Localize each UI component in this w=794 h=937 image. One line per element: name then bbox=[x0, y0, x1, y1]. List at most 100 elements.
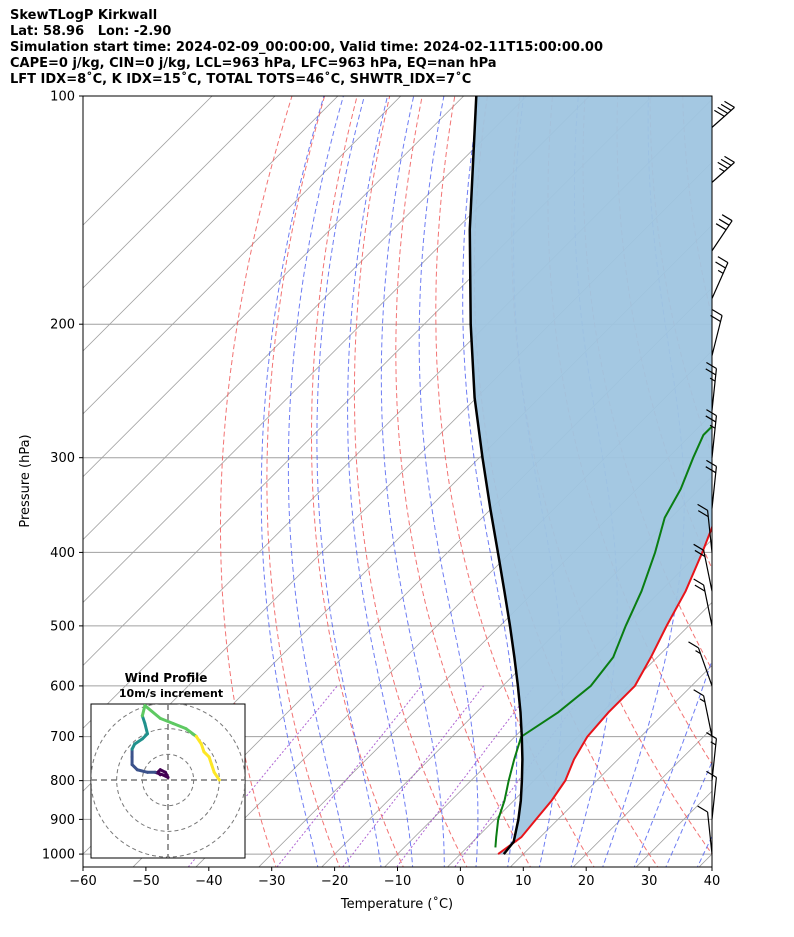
dry-adiabat bbox=[266, 96, 341, 867]
moist-adiabat bbox=[602, 96, 685, 867]
wind-barb bbox=[697, 805, 713, 855]
wind-barb bbox=[688, 641, 713, 687]
barb-staff bbox=[703, 695, 713, 737]
wind-barb bbox=[711, 214, 733, 252]
barb-flag bbox=[706, 770, 717, 778]
barb-flag bbox=[705, 368, 717, 376]
barb-flag bbox=[705, 415, 717, 423]
x-tick-label: 10 bbox=[515, 874, 532, 889]
hodograph-segment bbox=[135, 768, 149, 774]
hodograph-segment bbox=[140, 704, 147, 718]
barb-flag bbox=[688, 641, 699, 649]
moist-adiabat bbox=[633, 658, 712, 867]
profiles bbox=[468, 96, 712, 855]
y-tick-label: 100 bbox=[50, 90, 75, 105]
dry-adiabat bbox=[395, 96, 532, 867]
dry-adiabat bbox=[779, 79, 794, 870]
location-coordinates: Lat: 58.96 Lon: -2.90 bbox=[10, 24, 172, 39]
wind-barb bbox=[697, 503, 713, 553]
isotherm-line bbox=[83, 96, 528, 541]
y-tick-label: 1000 bbox=[42, 848, 75, 863]
barb-staff bbox=[711, 415, 718, 458]
hodograph-subtitle: 10m/s increment bbox=[119, 687, 223, 700]
barb-staff bbox=[711, 777, 718, 820]
wind-barbs bbox=[688, 100, 735, 855]
barb-flag bbox=[715, 261, 726, 269]
simulation-times: Simulation start time: 2024-02-09_00:00:… bbox=[10, 40, 603, 55]
wind-barb bbox=[693, 689, 713, 737]
wind-barb bbox=[706, 770, 718, 820]
moist-adiabat bbox=[260, 96, 325, 867]
barb-half-flag bbox=[709, 424, 716, 429]
dry-adiabat bbox=[435, 96, 595, 867]
dry-adiabat bbox=[715, 79, 794, 870]
barb-flag bbox=[718, 218, 730, 226]
y-tick-label: 400 bbox=[50, 546, 75, 561]
barb-flag bbox=[697, 510, 709, 518]
parcel-line bbox=[468, 96, 524, 855]
moist-adiabat bbox=[380, 96, 445, 867]
barb-staff bbox=[711, 315, 723, 356]
y-tick-label: 200 bbox=[50, 318, 75, 333]
barb-flag bbox=[724, 155, 735, 163]
barb-flag bbox=[697, 503, 708, 511]
wind-barb bbox=[705, 362, 718, 411]
dewpoint-line bbox=[494, 424, 712, 848]
barb-flag bbox=[715, 223, 727, 231]
barb-flag bbox=[694, 584, 706, 592]
barb-flag bbox=[717, 161, 729, 169]
x-tick-label: −60 bbox=[69, 874, 96, 889]
mixing-ratio-line bbox=[276, 685, 422, 867]
barb-flag bbox=[720, 158, 732, 166]
stability-indices: LFT IDX=8˚C, K IDX=15˚C, TOTAL TOTS=46˚C… bbox=[10, 72, 472, 87]
y-tick-label: 500 bbox=[50, 619, 75, 634]
barb-flag bbox=[697, 805, 708, 813]
x-tick-label: −10 bbox=[384, 874, 411, 889]
y-tick-label: 900 bbox=[50, 813, 75, 828]
moist-adiabat bbox=[316, 96, 382, 867]
barb-flag bbox=[720, 103, 732, 111]
mixing-ratio-line bbox=[187, 685, 338, 867]
barb-flag bbox=[705, 466, 717, 474]
barb-flag bbox=[724, 100, 735, 108]
barb-flag bbox=[693, 578, 704, 586]
hodograph-segment bbox=[171, 722, 188, 731]
mixing-ratio-line bbox=[342, 685, 484, 867]
barb-half-flag bbox=[710, 741, 717, 746]
hodograph-title: Wind Profile bbox=[125, 671, 208, 685]
barb-flag bbox=[706, 362, 717, 370]
x-tick-label: −40 bbox=[195, 874, 222, 889]
barb-staff bbox=[711, 738, 718, 781]
wind-barb bbox=[693, 578, 713, 627]
x-tick-label: −30 bbox=[258, 874, 285, 889]
barb-flag bbox=[706, 409, 717, 417]
hodograph-segment bbox=[212, 770, 221, 782]
chart-header: SkewTLogP Kirkwall Lat: 58.96 Lon: -2.90… bbox=[10, 8, 603, 88]
chart-title: SkewTLogP Kirkwall bbox=[10, 8, 158, 23]
y-tick-label: 800 bbox=[50, 774, 75, 789]
isotherm-line bbox=[572, 727, 712, 867]
isotherm-line bbox=[83, 96, 465, 478]
hodograph-plot bbox=[91, 704, 245, 858]
moist-adiabat bbox=[665, 760, 712, 867]
y-tick-label: 600 bbox=[50, 679, 75, 694]
barb-half-flag bbox=[719, 167, 725, 172]
dry-adiabat bbox=[747, 79, 794, 870]
moist-adiabat bbox=[418, 96, 479, 867]
y-axis-label: Pressure (hPa) bbox=[18, 434, 33, 527]
isotherm-line bbox=[83, 96, 402, 415]
dry-adiabat bbox=[220, 96, 293, 867]
wind-barb bbox=[711, 256, 729, 299]
barb-staff bbox=[711, 466, 718, 509]
x-tick-label: 30 bbox=[641, 874, 658, 889]
moist-adiabat bbox=[462, 96, 518, 867]
barb-flag bbox=[693, 689, 704, 697]
wind-barb bbox=[711, 155, 735, 183]
y-tick-label: 700 bbox=[50, 730, 75, 745]
isotherm-line bbox=[83, 96, 213, 226]
cape-area bbox=[469, 96, 712, 855]
wind-profile-inset bbox=[90, 703, 246, 859]
x-tick-label: 40 bbox=[704, 874, 721, 889]
wind-barb bbox=[693, 543, 713, 592]
